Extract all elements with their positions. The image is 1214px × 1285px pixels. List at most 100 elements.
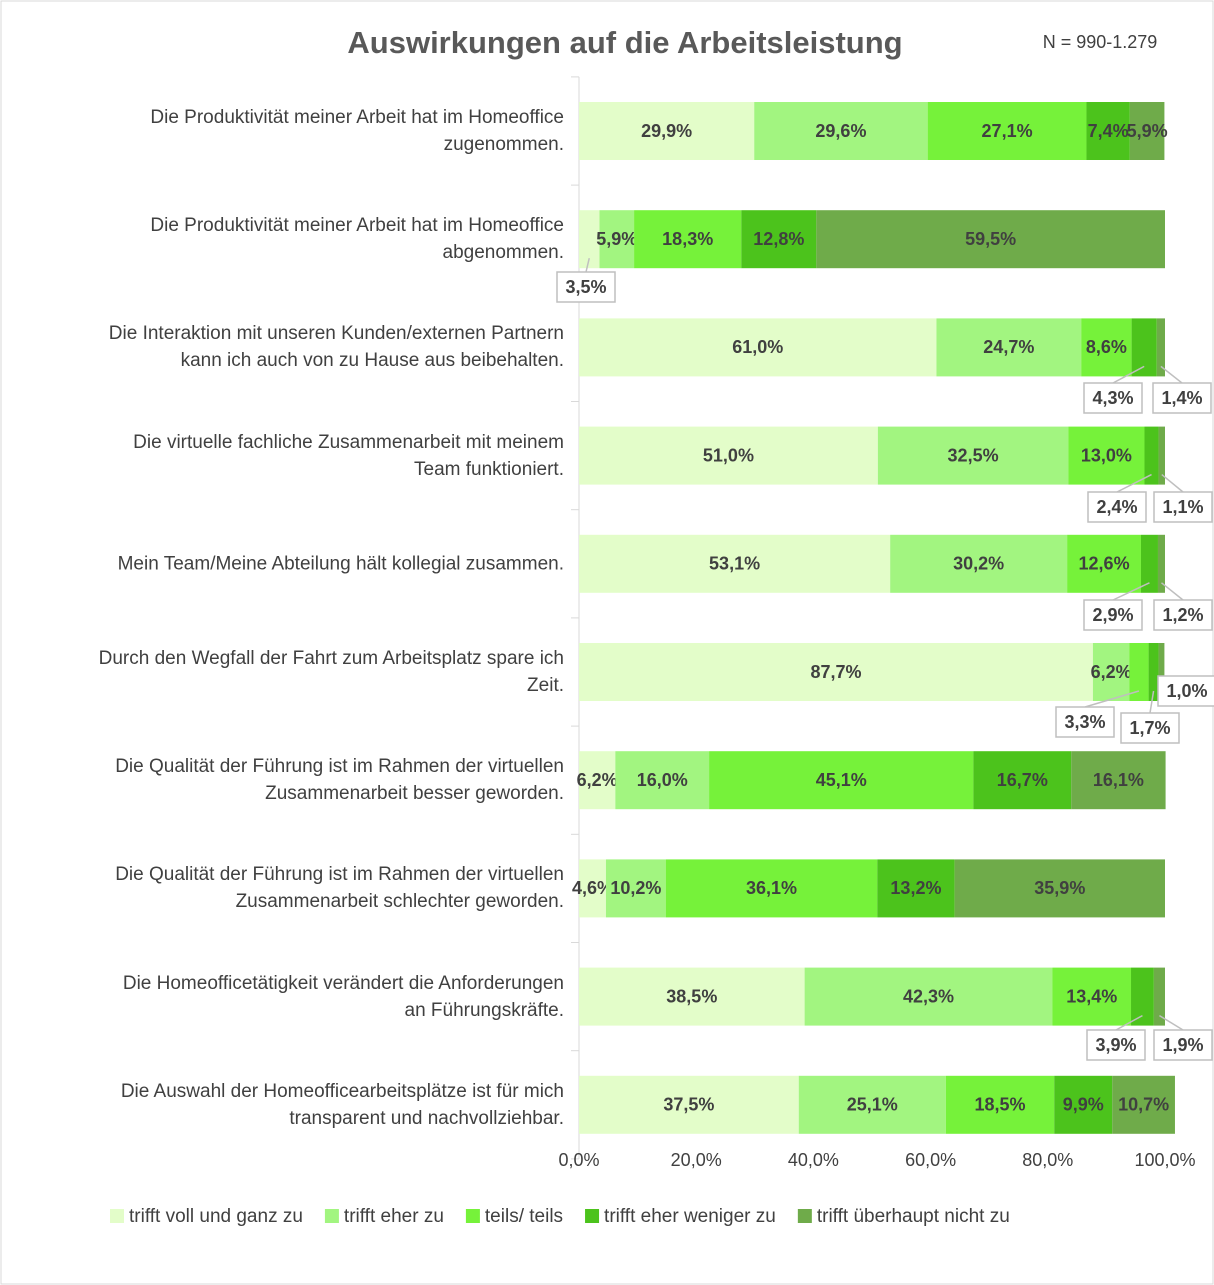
legend-label: trifft eher zu: [344, 1206, 444, 1227]
bar-segment: [579, 967, 805, 1026]
bar-segment: [579, 1075, 799, 1134]
bar-segment: [816, 210, 1165, 269]
data-label: 9,9%: [1063, 1095, 1104, 1115]
category-label: Die virtuelle fachliche Zusammenarbeit m…: [133, 431, 564, 480]
data-label: 35,9%: [1034, 878, 1085, 898]
data-label: 1,9%: [1162, 1035, 1203, 1055]
data-label: 36,1%: [746, 878, 797, 898]
data-label: 3,3%: [1064, 712, 1105, 732]
bar-segment: [1081, 318, 1132, 377]
data-label: 3,5%: [565, 277, 606, 297]
data-label: 4,3%: [1092, 388, 1133, 408]
bar-segment: [945, 1075, 1055, 1134]
callout-leader: [1116, 473, 1152, 493]
legend-label: teils/ teils: [485, 1206, 563, 1227]
bar-segment: [599, 210, 635, 269]
data-label: 10,7%: [1118, 1095, 1169, 1115]
category-label: Die Produktivität meiner Arbeit hat im H…: [150, 215, 564, 264]
bar-segment: [579, 210, 600, 269]
data-label: 10,2%: [610, 878, 661, 898]
callout-leader: [1159, 1014, 1184, 1031]
data-label: 59,5%: [965, 229, 1016, 249]
callout-leader: [1149, 690, 1155, 714]
chart-subtitle: N = 990-1.279: [1043, 32, 1158, 52]
callout-leader: [1084, 690, 1140, 708]
bar-segment: [1140, 534, 1158, 593]
bar-segment: [890, 534, 1068, 593]
bar-segment: [1052, 967, 1132, 1026]
bar-segment: [634, 210, 742, 269]
legend-swatch: [585, 1209, 600, 1223]
data-label: 2,4%: [1096, 497, 1137, 517]
bar-segment: [936, 318, 1082, 377]
category-label: Durch den Wegfall der Fahrt zum Arbeitsp…: [98, 648, 564, 696]
callout-box: [1087, 491, 1147, 523]
callout-leader: [585, 258, 590, 273]
bar-segment: [579, 102, 755, 160]
data-label: 38,5%: [666, 986, 717, 1006]
callout-box: [1153, 599, 1213, 631]
callout-box: [1086, 1029, 1146, 1061]
callout-box: [1083, 599, 1143, 631]
bar-segment: [1131, 967, 1154, 1026]
bar-segment: [1144, 426, 1159, 485]
data-label: 6,2%: [577, 770, 618, 790]
category-label: Die Interaktion mit unseren Kunden/exter…: [108, 323, 564, 372]
bar-segment: [804, 967, 1053, 1026]
legend-label: trifft voll und ganz zu: [129, 1206, 303, 1227]
data-label: 1,7%: [1129, 718, 1170, 738]
data-label: 29,9%: [641, 121, 692, 141]
bar-segment: [954, 859, 1165, 918]
data-label: 27,1%: [982, 121, 1033, 141]
callout-leader: [1161, 582, 1184, 601]
callout-box: [1153, 1029, 1213, 1061]
bar-segment: [1131, 318, 1157, 377]
legend-swatch: [110, 1209, 124, 1223]
callout-leader: [1112, 365, 1145, 384]
bar-segment: [877, 426, 1069, 485]
data-label: 16,0%: [637, 770, 688, 790]
legend-swatch: [324, 1209, 339, 1223]
bar-segment: [877, 859, 955, 918]
bar-segment: [1156, 318, 1165, 377]
bar-segment: [973, 751, 1072, 810]
data-label: 18,3%: [662, 229, 713, 249]
callout-box: [1083, 382, 1143, 414]
data-label: 12,6%: [1079, 554, 1130, 574]
data-label: 37,5%: [663, 1095, 714, 1115]
data-label: 13,2%: [890, 878, 941, 898]
bar-segment: [579, 534, 891, 593]
category-label: Die Auswahl der Homeofficearbeitsplätze …: [120, 1080, 564, 1129]
bar-segment: [709, 751, 974, 810]
x-tick-label: 0,0%: [558, 1150, 599, 1170]
x-tick-label: 80,0%: [1022, 1150, 1073, 1170]
data-label: 29,6%: [815, 121, 866, 141]
bar-segment: [1067, 534, 1141, 593]
bar-segment: [579, 318, 937, 377]
legend-label: trifft eher weniger zu: [604, 1206, 776, 1227]
legend-swatch: [465, 1209, 480, 1223]
callout-leader: [1161, 474, 1184, 493]
data-label: 13,4%: [1066, 986, 1117, 1006]
data-label: 18,5%: [975, 1095, 1026, 1115]
bar-segment: [741, 210, 817, 269]
data-label: 1,1%: [1162, 497, 1203, 517]
data-label: 8,6%: [1086, 337, 1127, 357]
data-label: 13,0%: [1081, 445, 1132, 465]
bar-segment: [1071, 751, 1166, 810]
data-label: 16,7%: [997, 770, 1048, 790]
bar-segment: [1112, 1075, 1175, 1134]
bar-segment: [615, 751, 710, 810]
data-label: 45,1%: [816, 770, 867, 790]
chart-title: Auswirkungen auf die Arbeitsleistung: [347, 25, 902, 60]
data-label: 7,4%: [1088, 121, 1129, 141]
bar-segment: [1054, 1075, 1113, 1134]
bar-segment: [579, 426, 878, 485]
x-tick-label: 100,0%: [1134, 1150, 1195, 1170]
data-label: 3,9%: [1095, 1035, 1136, 1055]
data-label: 4,6%: [572, 878, 613, 898]
bar-segment: [1129, 643, 1149, 701]
bar-segment: [1148, 643, 1159, 701]
